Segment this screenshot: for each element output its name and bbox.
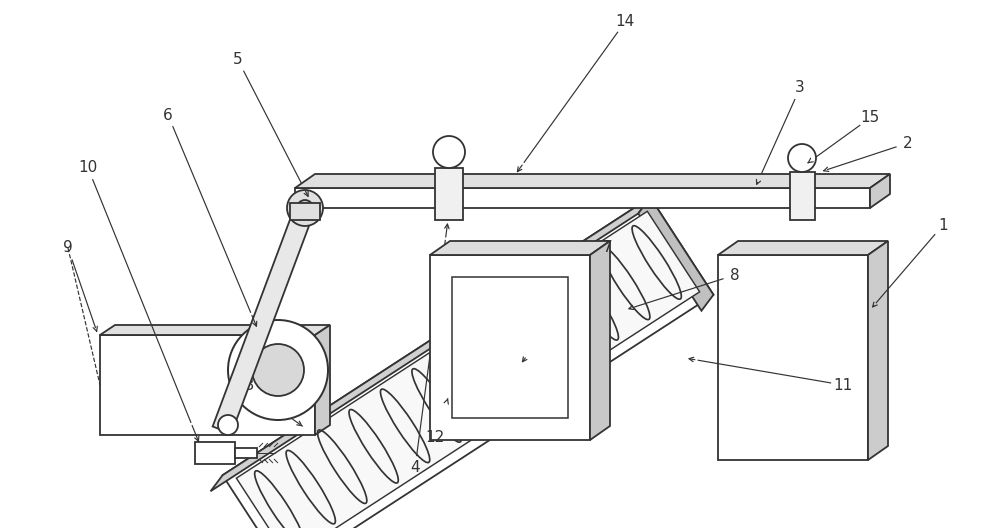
- Text: 4: 4: [410, 460, 420, 476]
- Circle shape: [297, 200, 313, 216]
- Polygon shape: [590, 241, 610, 440]
- Text: 10: 10: [78, 161, 98, 175]
- Circle shape: [218, 415, 238, 435]
- Text: 6: 6: [163, 108, 173, 122]
- Polygon shape: [295, 188, 870, 208]
- Polygon shape: [211, 197, 650, 491]
- Polygon shape: [452, 277, 568, 418]
- Text: 9: 9: [63, 240, 73, 256]
- Polygon shape: [718, 255, 868, 460]
- Polygon shape: [290, 203, 320, 220]
- Polygon shape: [295, 174, 890, 188]
- Polygon shape: [435, 168, 463, 220]
- Text: 13: 13: [235, 378, 255, 392]
- Circle shape: [252, 344, 304, 396]
- Polygon shape: [790, 172, 815, 220]
- Polygon shape: [100, 335, 315, 435]
- Circle shape: [788, 144, 816, 172]
- Polygon shape: [430, 255, 590, 440]
- Polygon shape: [315, 325, 330, 435]
- Polygon shape: [235, 448, 257, 458]
- Polygon shape: [100, 325, 330, 335]
- Polygon shape: [223, 197, 713, 528]
- Text: 5: 5: [233, 52, 243, 68]
- Polygon shape: [868, 241, 888, 460]
- Text: 14: 14: [615, 14, 635, 30]
- Polygon shape: [430, 241, 610, 255]
- Polygon shape: [718, 241, 888, 255]
- Polygon shape: [213, 204, 314, 433]
- Polygon shape: [195, 442, 235, 464]
- Text: 2: 2: [903, 136, 913, 150]
- Polygon shape: [870, 174, 890, 208]
- Text: 8: 8: [730, 268, 740, 282]
- Text: 7: 7: [603, 240, 613, 256]
- Text: 1: 1: [938, 218, 948, 232]
- Circle shape: [228, 320, 328, 420]
- Circle shape: [287, 190, 323, 226]
- Circle shape: [433, 136, 465, 168]
- Polygon shape: [638, 197, 713, 311]
- Text: 3: 3: [795, 80, 805, 96]
- Text: 12: 12: [425, 430, 445, 446]
- Text: 15: 15: [860, 110, 880, 126]
- Text: 11: 11: [833, 378, 853, 392]
- Polygon shape: [236, 211, 700, 528]
